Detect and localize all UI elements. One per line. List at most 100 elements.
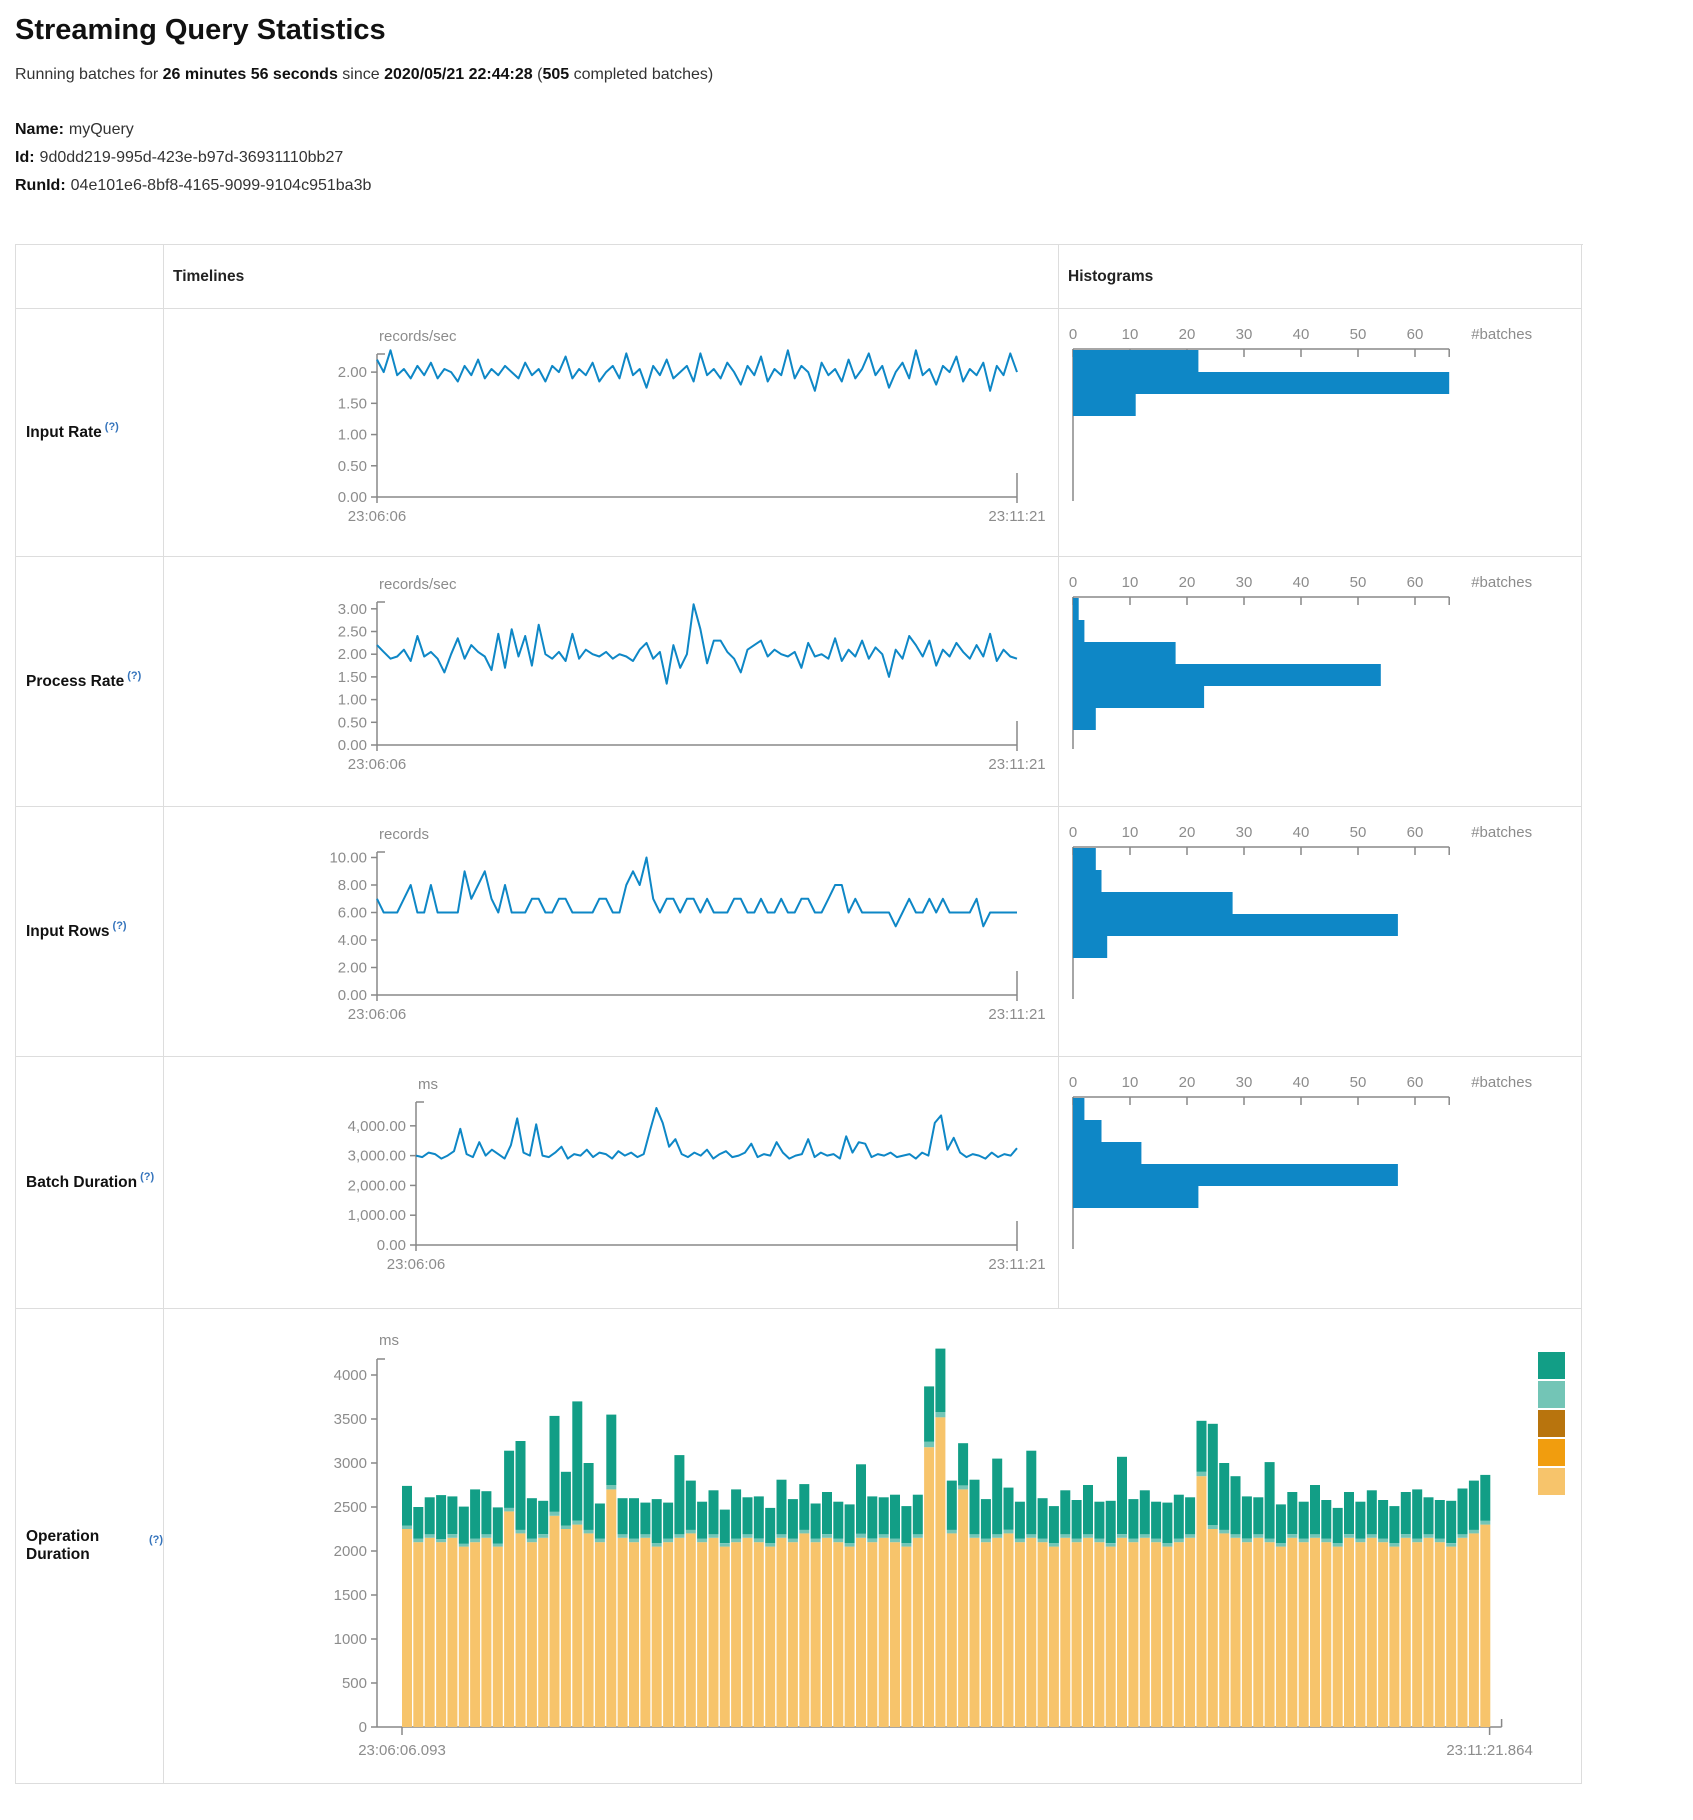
row-label-input-rows: Input Rows (?) bbox=[16, 807, 164, 1057]
input-rows-timeline-chart: records 0.00 2.00 4.00 6.00 8.00 10.00 23:06:06… bbox=[329, 826, 1045, 1023]
query-id-value: 9d0dd219-995d-423e-b97d-36931110bb27 bbox=[39, 149, 344, 166]
svg-text:50: 50 bbox=[1350, 1074, 1367, 1091]
batch-duration-histogram-cell: 0 10 20 30 40 50 60 #batches bbox=[1059, 1057, 1582, 1309]
batch-duration-help-icon[interactable]: (?) bbox=[140, 1170, 155, 1183]
svg-text:20: 20 bbox=[1179, 824, 1196, 841]
svg-text:0.00: 0.00 bbox=[377, 1237, 406, 1254]
svg-text:23:11:21: 23:11:21 bbox=[988, 756, 1045, 773]
histograms-header: Histograms bbox=[1059, 245, 1582, 309]
svg-text:2500: 2500 bbox=[334, 1499, 367, 1516]
svg-text:0.50: 0.50 bbox=[338, 458, 367, 475]
completed-count: 505 bbox=[542, 66, 570, 83]
svg-text:8.00: 8.00 bbox=[338, 877, 367, 894]
svg-text:1.00: 1.00 bbox=[338, 427, 367, 444]
svg-text:ms: ms bbox=[379, 1332, 399, 1349]
legend-swatch-1 bbox=[1538, 1381, 1565, 1408]
process-rate-help-icon[interactable]: (?) bbox=[127, 669, 142, 682]
start-time: 2020/05/21 22:44:28 bbox=[384, 66, 533, 83]
svg-text:6.00: 6.00 bbox=[338, 905, 367, 922]
query-meta: Name: myQuery Id: 9d0dd219-995d-423e-b97d-… bbox=[15, 116, 1693, 200]
query-name-value: myQuery bbox=[68, 121, 134, 138]
row-label-input-rate: Input Rate (?) bbox=[16, 309, 164, 557]
operation-duration-chart-cell: ms 0 500 1000 1500 2000 2500 3000 3500 4000 23:06:… bbox=[164, 1309, 1582, 1784]
completed-suffix: completed batches) bbox=[569, 66, 714, 83]
svg-text:23:06:06: 23:06:06 bbox=[348, 1006, 406, 1023]
svg-text:60: 60 bbox=[1407, 1074, 1424, 1091]
svg-text:50: 50 bbox=[1350, 326, 1367, 343]
svg-text:3000: 3000 bbox=[334, 1455, 367, 1472]
operation-duration-stacked-chart: ms 0 500 1000 1500 2000 2500 3000 3500 4000 23:06:… bbox=[334, 1332, 1565, 1759]
svg-text:20: 20 bbox=[1179, 326, 1196, 343]
running-prefix: Running batches for bbox=[15, 66, 163, 83]
svg-text:1,000.00: 1,000.00 bbox=[348, 1207, 406, 1224]
svg-text:0: 0 bbox=[1069, 574, 1077, 591]
svg-text:3,000.00: 3,000.00 bbox=[348, 1148, 406, 1165]
query-runid-row: RunId: 04e101e6-8bf8-4165-9099-9104c951ba… bbox=[15, 172, 1693, 200]
svg-text:30: 30 bbox=[1236, 326, 1253, 343]
query-name-label: Name: bbox=[15, 121, 64, 138]
svg-text:1500: 1500 bbox=[334, 1587, 367, 1604]
svg-text:0: 0 bbox=[1069, 326, 1077, 343]
running-duration: 26 minutes 56 seconds bbox=[162, 66, 338, 83]
svg-text:0.00: 0.00 bbox=[338, 489, 367, 506]
svg-text:10: 10 bbox=[1122, 824, 1139, 841]
input-rows-timeline-cell: records 0.00 2.00 4.00 6.00 8.00 10.00 23:06:06… bbox=[164, 807, 1059, 1057]
input-rate-timeline-cell: records/sec 0.00 0.50 1.00 1.50 2.00 23:06:06 2… bbox=[164, 309, 1059, 557]
svg-text:1.50: 1.50 bbox=[338, 669, 367, 686]
input-rate-histogram-chart: 0 10 20 30 40 50 60 #batches bbox=[1069, 326, 1532, 501]
svg-text:40: 40 bbox=[1293, 326, 1310, 343]
svg-text:20: 20 bbox=[1179, 574, 1196, 591]
svg-text:23:11:21: 23:11:21 bbox=[988, 508, 1045, 525]
svg-text:10.00: 10.00 bbox=[329, 850, 367, 867]
svg-text:60: 60 bbox=[1407, 824, 1424, 841]
svg-text:23:11:21.864: 23:11:21.864 bbox=[1446, 1742, 1532, 1759]
query-id-label: Id: bbox=[15, 149, 35, 166]
process-rate-histogram-chart: 0 10 20 30 40 50 60 #batches bbox=[1069, 574, 1532, 749]
svg-text:2.00: 2.00 bbox=[338, 960, 367, 977]
svg-text:#batches: #batches bbox=[1471, 824, 1532, 841]
svg-text:0: 0 bbox=[1069, 1074, 1077, 1091]
svg-text:23:06:06: 23:06:06 bbox=[348, 756, 406, 773]
batch-duration-timeline-chart: ms 0.00 1,000.00 2,000.00 3,000.00 4,000.00 23… bbox=[348, 1076, 1046, 1273]
svg-text:0: 0 bbox=[1069, 824, 1077, 841]
svg-text:0.00: 0.00 bbox=[338, 987, 367, 1004]
svg-text:30: 30 bbox=[1236, 824, 1253, 841]
svg-text:1.00: 1.00 bbox=[338, 692, 367, 709]
timelines-header: Timelines bbox=[164, 245, 1059, 309]
input-rows-help-icon[interactable]: (?) bbox=[112, 919, 127, 932]
page-title: Streaming Query Statistics bbox=[15, 14, 386, 46]
svg-text:30: 30 bbox=[1236, 574, 1253, 591]
input-rows-histogram-cell: 0 10 20 30 40 50 60 #batches bbox=[1059, 807, 1582, 1057]
svg-text:10: 10 bbox=[1122, 326, 1139, 343]
query-id-row: Id: 9d0dd219-995d-423e-b97d-36931110bb27 bbox=[15, 144, 1693, 172]
since-label: since bbox=[337, 66, 385, 83]
svg-text:ms: ms bbox=[418, 1076, 438, 1093]
row-label-operation-duration: Operation Duration (?) bbox=[16, 1309, 164, 1784]
svg-text:records: records bbox=[379, 826, 429, 843]
input-rate-timeline-chart: records/sec 0.00 0.50 1.00 1.50 2.00 23:06:06 2… bbox=[338, 328, 1046, 525]
process-rate-histogram-cell: 0 10 20 30 40 50 60 #batches bbox=[1059, 557, 1582, 807]
svg-text:50: 50 bbox=[1350, 574, 1367, 591]
svg-text:23:06:06: 23:06:06 bbox=[387, 1256, 445, 1273]
input-rate-help-icon[interactable]: (?) bbox=[104, 420, 119, 433]
row-label-process-rate: Process Rate (?) bbox=[16, 557, 164, 807]
svg-text:1000: 1000 bbox=[334, 1631, 367, 1648]
svg-text:500: 500 bbox=[342, 1675, 367, 1692]
paren-open: ( bbox=[532, 66, 543, 83]
input-rate-histogram-cell: 0 10 20 30 40 50 60 #batches bbox=[1059, 309, 1582, 557]
operation-duration-help-icon[interactable]: (?) bbox=[148, 1534, 163, 1546]
svg-text:60: 60 bbox=[1407, 326, 1424, 343]
legend-swatch-4 bbox=[1538, 1468, 1565, 1495]
svg-text:40: 40 bbox=[1293, 574, 1310, 591]
svg-text:records/sec: records/sec bbox=[379, 328, 457, 345]
svg-text:10: 10 bbox=[1122, 574, 1139, 591]
svg-text:20: 20 bbox=[1179, 1074, 1196, 1091]
svg-text:50: 50 bbox=[1350, 824, 1367, 841]
svg-text:records/sec: records/sec bbox=[379, 576, 457, 593]
process-rate-timeline-cell: records/sec 0.00 0.50 1.00 1.50 2.00 2.50 3.00 2… bbox=[164, 557, 1059, 807]
svg-text:23:06:06: 23:06:06 bbox=[348, 508, 406, 525]
svg-text:#batches: #batches bbox=[1471, 326, 1532, 343]
svg-text:2.50: 2.50 bbox=[338, 624, 367, 641]
svg-text:2000: 2000 bbox=[334, 1543, 367, 1560]
